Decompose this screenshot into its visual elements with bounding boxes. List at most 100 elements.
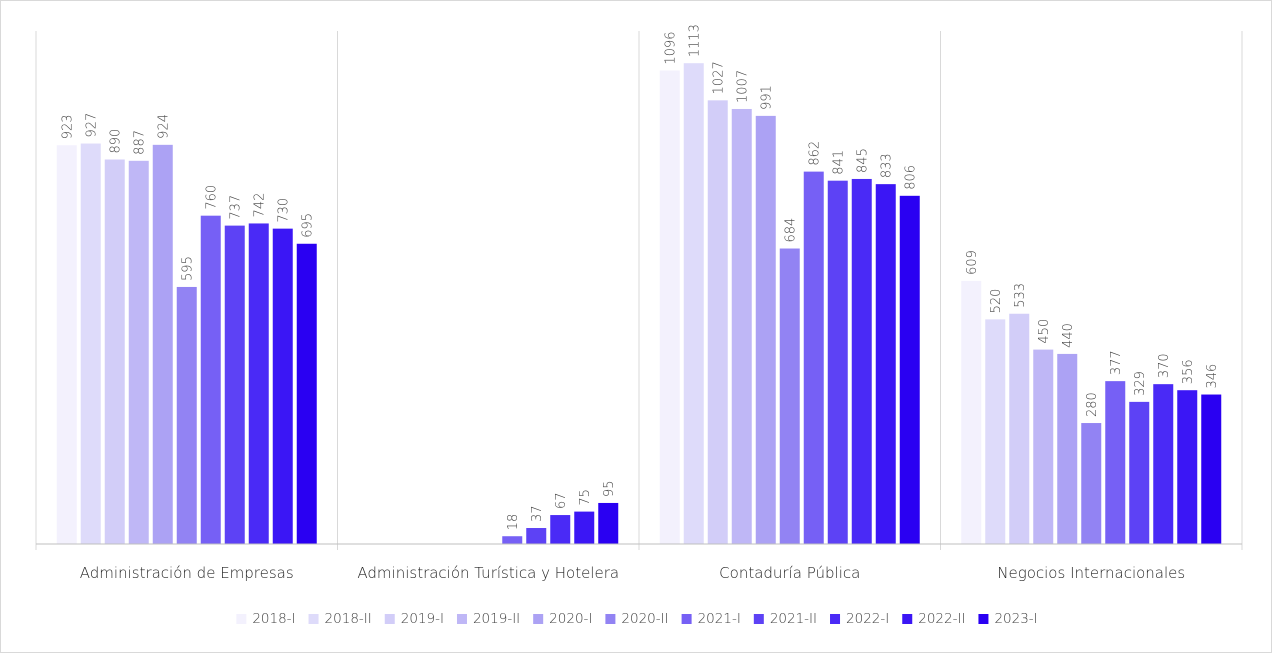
bar	[899, 195, 920, 545]
data-label: 18	[506, 514, 521, 531]
bar	[176, 286, 197, 544]
legend-swatch	[308, 614, 319, 624]
bar	[574, 511, 595, 544]
data-label: 329	[1133, 371, 1148, 396]
bar	[1129, 401, 1150, 544]
legend-swatch	[533, 614, 544, 624]
data-label: 923	[61, 114, 76, 139]
data-label: 841	[832, 150, 847, 175]
bar	[1081, 423, 1102, 544]
data-label: 806	[904, 165, 919, 190]
data-label: 887	[133, 130, 148, 155]
data-label: 760	[205, 185, 220, 210]
bar	[1105, 381, 1126, 544]
category-separators	[35, 31, 1243, 550]
bar	[779, 248, 800, 544]
bar	[755, 115, 776, 544]
data-label: 742	[253, 193, 268, 218]
data-label: 37	[530, 505, 545, 522]
category-label: Contaduría Pública	[719, 564, 860, 582]
legend-swatch	[236, 614, 247, 624]
data-label: 862	[808, 141, 823, 166]
legend-swatch	[605, 614, 616, 624]
legend-swatch	[830, 614, 841, 624]
category-label: Negocios Internacionales	[997, 564, 1185, 582]
legend-entry: 2022-II	[918, 611, 965, 627]
legend-swatch	[456, 614, 467, 624]
data-label: 356	[1181, 359, 1196, 384]
legend-swatch	[978, 614, 989, 624]
bar	[659, 70, 680, 544]
data-label: 991	[760, 85, 775, 110]
category-labels: Administración de Empresas Administración…	[80, 564, 1185, 582]
legend-entry: 2019-I	[401, 611, 444, 627]
legend-swatch	[902, 614, 913, 624]
data-label: 1096	[664, 31, 679, 64]
data-label: 67	[554, 493, 569, 510]
bar	[851, 178, 872, 544]
data-label: 370	[1157, 353, 1172, 378]
data-label: 280	[1085, 392, 1100, 417]
bar	[56, 145, 77, 544]
bar	[827, 180, 848, 545]
bar	[1057, 353, 1078, 544]
bar	[961, 280, 982, 544]
data-label: 533	[1013, 283, 1028, 308]
data-label: 924	[157, 114, 172, 139]
legend-swatch	[681, 614, 692, 624]
value-labels: 923 927 890 887 924 595 760 737 742 730 695 18 37 67 7…	[61, 24, 1221, 530]
bar	[1177, 390, 1198, 544]
data-label: 1007	[736, 70, 751, 103]
legend-entry: 2018-I	[252, 611, 295, 627]
bar	[1009, 313, 1030, 544]
legend-entry: 2020-I	[549, 611, 592, 627]
data-label: 595	[181, 256, 196, 281]
bar	[875, 184, 896, 545]
data-label: 75	[578, 489, 593, 506]
data-label: 890	[109, 129, 124, 154]
bar	[80, 143, 101, 544]
bar	[985, 319, 1006, 544]
data-label: 95	[602, 480, 617, 497]
bars	[56, 63, 1222, 545]
legend-entry: 2022-I	[846, 611, 889, 627]
legend-entry: 2020-II	[621, 611, 668, 627]
bar	[526, 528, 547, 544]
legend-entry: 2019-II	[473, 611, 520, 627]
bar	[200, 215, 221, 544]
data-label: 845	[856, 148, 871, 173]
data-label: 1113	[688, 24, 703, 57]
data-label: 1027	[712, 61, 727, 94]
category-label: Administración Turística y Hotelera	[357, 564, 619, 582]
category-label: Administración de Empresas	[80, 564, 294, 582]
bar	[502, 536, 523, 544]
bar	[598, 502, 619, 544]
data-label: 927	[85, 113, 100, 138]
bar	[803, 171, 824, 544]
legend: 2018-I 2018-II 2019-I 2019-II 2020-I 2020-II 2…	[236, 611, 1038, 627]
data-label: 346	[1205, 364, 1220, 389]
legend-swatch	[753, 614, 764, 624]
bar	[707, 100, 728, 544]
bar	[683, 63, 704, 545]
data-label: 737	[229, 195, 244, 220]
data-label: 450	[1037, 319, 1052, 344]
bar	[224, 225, 245, 544]
data-label: 684	[784, 218, 799, 243]
legend-entry: 2023-I	[994, 611, 1037, 627]
bar	[104, 159, 125, 544]
legend-entry: 2021-I	[698, 611, 741, 627]
bar	[1201, 394, 1222, 544]
data-label: 520	[989, 289, 1004, 314]
data-label: 377	[1109, 350, 1124, 375]
bar	[296, 243, 317, 544]
bar	[248, 223, 269, 544]
data-label: 609	[965, 250, 980, 275]
bar	[731, 108, 752, 544]
data-label: 833	[880, 153, 895, 178]
legend-entry: 2018-II	[325, 611, 372, 627]
bar	[550, 515, 571, 544]
data-label: 730	[277, 198, 292, 223]
bar	[1153, 384, 1174, 544]
